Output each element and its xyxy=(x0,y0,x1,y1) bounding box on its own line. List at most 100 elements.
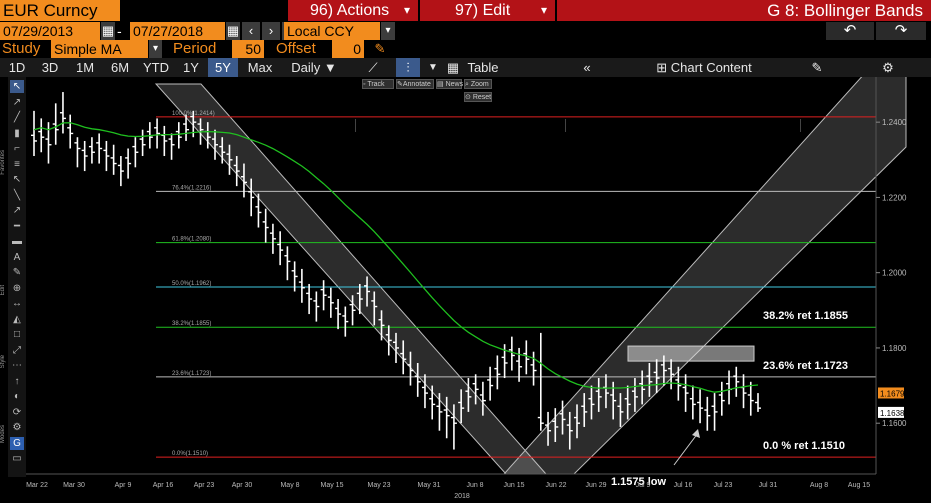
resize-icon[interactable]: ↔ xyxy=(12,298,22,309)
ma-value-text: 1.1679 xyxy=(880,389,905,398)
annotate-tool[interactable]: ✎Annotate xyxy=(396,79,434,89)
range-1d[interactable]: 1D xyxy=(8,60,26,75)
x-axis-tick-label: Jun 15 xyxy=(503,482,524,489)
reset-label: Reset xyxy=(472,94,492,101)
y-axis-tick-label: 1.1600 xyxy=(882,419,907,428)
up-arrow-icon[interactable]: ↑ xyxy=(14,375,20,387)
table-grid-icon[interactable]: ▦ xyxy=(446,60,460,75)
x-axis-tick-label: Aug 8 xyxy=(810,482,828,489)
chevron-down-icon: ▾ xyxy=(540,3,547,17)
trend-line-icon[interactable]: ↗ xyxy=(12,96,22,108)
bracket-icon[interactable]: ⌐ xyxy=(14,143,20,154)
line-icon[interactable]: ╱ xyxy=(13,112,21,123)
security-ticker[interactable]: EUR Curncy xyxy=(0,0,120,21)
undo-button[interactable]: ↶ xyxy=(826,22,874,40)
chevron-down-icon[interactable]: ▾ xyxy=(381,22,395,40)
actions-menu[interactable]: 96) Actions ▾ xyxy=(288,0,418,21)
collapse-left-icon[interactable]: « xyxy=(583,60,591,75)
line-chart-icon[interactable]: ⟋ xyxy=(368,60,378,75)
fib-level-label: 0.0 % ret 1.1510 xyxy=(763,440,845,452)
more-icon[interactable]: ⋯ xyxy=(12,360,22,371)
calendar-icon[interactable]: ▦ xyxy=(101,22,115,40)
prev-period-button[interactable]: ‹ xyxy=(242,22,260,40)
track-label: Track xyxy=(367,81,385,88)
news-label: News xyxy=(445,81,464,88)
edit-note-icon[interactable]: ✎ xyxy=(811,60,823,75)
g-icon[interactable]: G xyxy=(10,436,24,450)
next-period-button[interactable]: › xyxy=(262,22,280,40)
study-select[interactable]: Simple MA xyxy=(51,40,148,58)
diagonal-icon[interactable]: ╲ xyxy=(13,189,21,201)
range-6m[interactable]: 6M xyxy=(110,60,130,75)
study-label: Study xyxy=(2,40,41,57)
currency-select[interactable]: Local CCY xyxy=(284,22,380,40)
start-date-input[interactable]: 07/29/2013 xyxy=(0,22,100,40)
x-axis-tick-label: Jul 31 xyxy=(759,482,778,489)
redo-button[interactable]: ↷ xyxy=(876,22,926,40)
ray-icon[interactable]: ↗ xyxy=(12,205,22,216)
chart-content-icon: ⊞ xyxy=(656,60,668,75)
range-1m[interactable]: 1M xyxy=(75,60,95,75)
arrow-icon[interactable]: ↖ xyxy=(12,174,22,185)
range-max[interactable]: Max xyxy=(247,60,273,75)
pencil-icon[interactable]: ✎ xyxy=(371,40,389,58)
expand-icon[interactable]: ⤢ xyxy=(13,344,21,356)
crosshair-icon[interactable]: ⊕ xyxy=(12,282,22,294)
news-tool[interactable]: ▤ News xyxy=(436,79,464,89)
chart-toolbar: 1D 3D 1M 6M YTD 1Y 5Y Max Daily ▼ ⟋ ⫶ ▼ … xyxy=(0,58,931,132)
frequency-select[interactable]: Daily ▼ xyxy=(282,58,346,77)
text-icon[interactable]: A xyxy=(13,251,21,263)
range-1y[interactable]: 1Y xyxy=(183,60,199,75)
cursor-icon[interactable]: ↖ xyxy=(10,80,24,93)
band-icon[interactable]: ▬ xyxy=(12,236,22,247)
moving-average-line xyxy=(33,122,759,393)
zoom-icon: ⌕ xyxy=(465,81,469,88)
x-axis-tick-label: Aug 15 xyxy=(848,482,870,489)
caret-down-icon[interactable]: ▼ xyxy=(428,62,438,73)
frequency-label: Daily xyxy=(291,60,321,75)
last-price-text: 1.1638 xyxy=(880,409,905,418)
table-button[interactable]: Table xyxy=(467,60,499,75)
fib-level-label: 38.2% ret 1.1855 xyxy=(763,310,848,322)
reset-tool[interactable]: ⊙ Reset xyxy=(464,92,492,102)
horizontal-line-icon[interactable]: ━ xyxy=(13,220,21,232)
half-circle-icon[interactable]: ◐ xyxy=(13,391,21,402)
gear-icon[interactable]: ⚙ xyxy=(12,422,22,433)
settings-gear-icon[interactable]: ⚙ xyxy=(882,60,894,75)
refresh-icon[interactable]: ⟳ xyxy=(12,406,22,418)
ascending-channel xyxy=(502,77,907,475)
offset-input[interactable]: 0 xyxy=(332,40,364,58)
annotate-label: Annotate xyxy=(402,81,431,88)
edit-menu[interactable]: 97) Edit ▾ xyxy=(420,0,555,21)
period-input[interactable]: 50 xyxy=(232,40,264,58)
chevron-down-icon[interactable]: ▾ xyxy=(149,40,162,58)
x-axis-year-label: 2018 xyxy=(454,493,470,500)
price-chart[interactable]: 100.0%(1.2414)76.4%(1.2216)61.8%(1.2080)… xyxy=(26,77,931,503)
bar-icon[interactable]: ▮ xyxy=(14,127,20,139)
shape-icon[interactable]: ◭ xyxy=(13,313,21,325)
drawing-tool-rail xyxy=(8,77,26,477)
pencil-icon[interactable]: ✎ xyxy=(12,267,22,278)
zoom-tool[interactable]: ⌕ Zoom xyxy=(464,79,492,89)
range-5y[interactable]: 5Y xyxy=(208,58,238,77)
bar-chart-icon[interactable]: ⫶ xyxy=(396,58,420,77)
frame-icon[interactable]: ▭ xyxy=(12,453,22,464)
fib-level-small-label: 0.0%(1.1510) xyxy=(172,451,208,457)
range-3d[interactable]: 3D xyxy=(41,60,59,75)
annotation-arrowhead xyxy=(692,429,700,438)
edit-label: 97) Edit xyxy=(455,2,511,19)
x-axis-tick-label: Apr 23 xyxy=(194,482,215,489)
date-row: 07/29/2013 ▦ - 07/27/2018 ▦ ‹ › ▦ Local … xyxy=(0,21,931,40)
end-date-input[interactable]: 07/27/2018 xyxy=(130,22,225,40)
x-axis-tick-label: Jun 8 xyxy=(466,482,483,489)
y-axis-tick-label: 1.2400 xyxy=(882,118,907,127)
reset-icon: ⊙ xyxy=(465,94,471,101)
calendar-icon[interactable]: ▦ xyxy=(226,22,240,40)
lines-icon[interactable]: ≡ xyxy=(14,158,20,170)
track-tool[interactable]: ◦ Track xyxy=(362,79,394,89)
chart-content-button[interactable]: ⊞ Chart Content xyxy=(614,58,794,77)
fib-level-small-label: 38.2%(1.1855) xyxy=(172,321,211,327)
range-ytd[interactable]: YTD xyxy=(143,60,169,75)
rectangle-icon[interactable]: □ xyxy=(13,329,21,340)
x-axis-tick-label: Jul 23 xyxy=(714,482,733,489)
